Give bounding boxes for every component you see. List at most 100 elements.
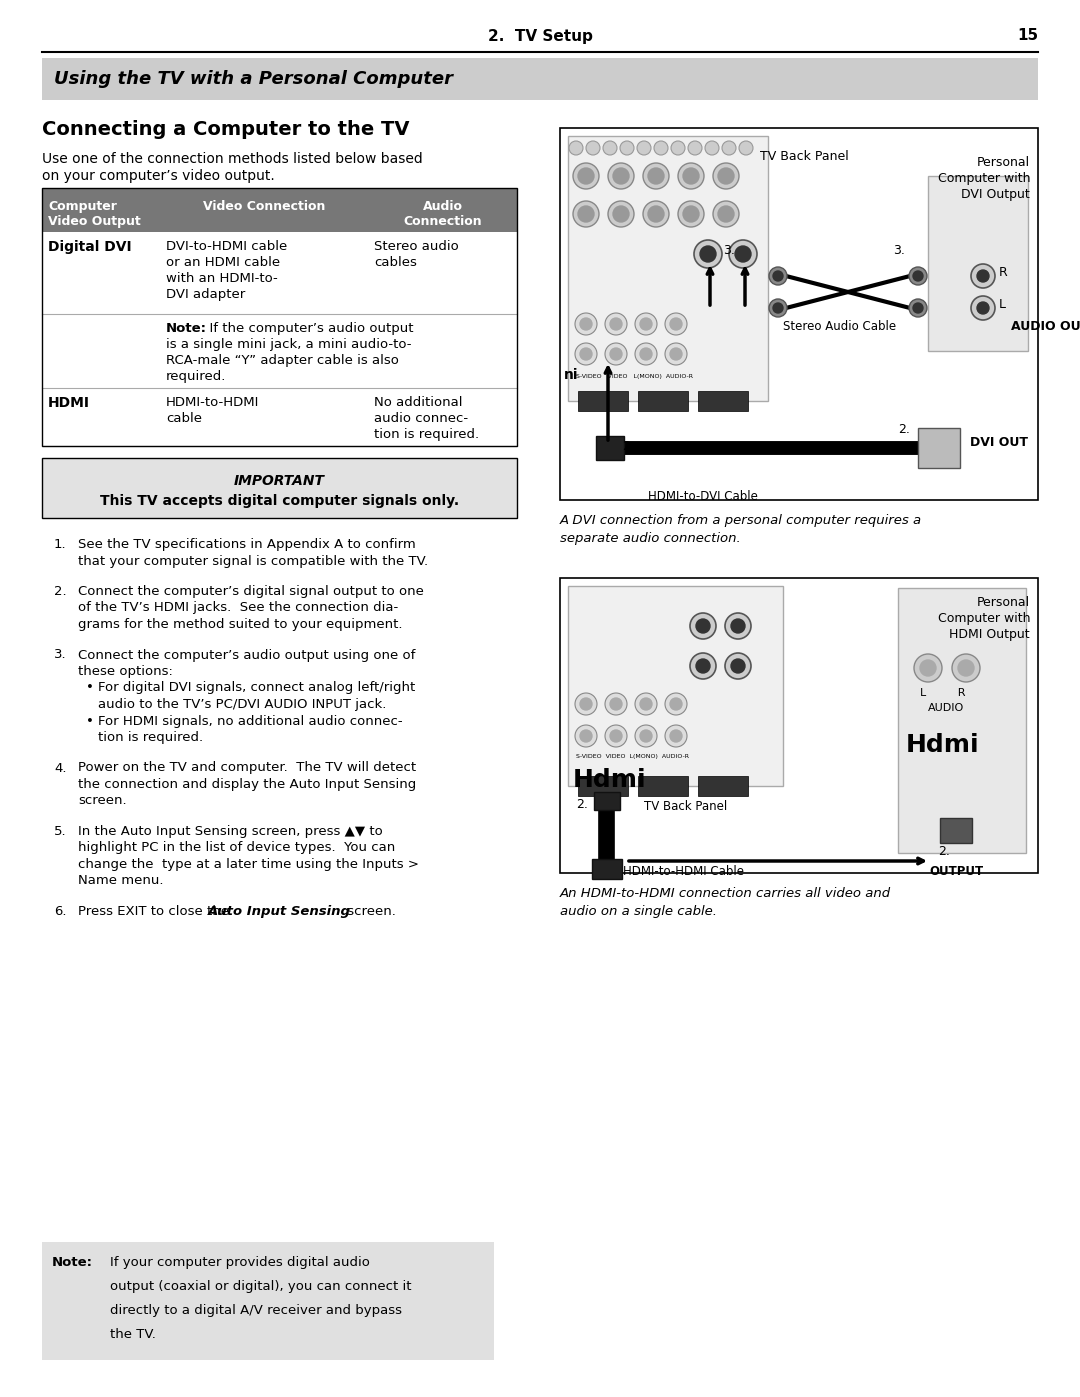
- Text: Name menu.: Name menu.: [78, 875, 163, 887]
- Text: S-VIDEO  VIDEO  L(MONO)  AUDIO-R: S-VIDEO VIDEO L(MONO) AUDIO-R: [576, 754, 689, 759]
- Circle shape: [575, 313, 597, 335]
- Text: For HDMI signals, no additional audio connec-: For HDMI signals, no additional audio co…: [98, 714, 403, 728]
- Text: Hdmi: Hdmi: [573, 768, 647, 792]
- Text: DVI Output: DVI Output: [961, 189, 1030, 201]
- Text: Computer with: Computer with: [937, 612, 1030, 624]
- Bar: [42, 189, 517, 446]
- Circle shape: [977, 270, 989, 282]
- Circle shape: [610, 731, 622, 742]
- Text: with an HDMI-to-: with an HDMI-to-: [166, 272, 278, 285]
- Circle shape: [575, 693, 597, 715]
- Circle shape: [643, 201, 669, 226]
- Circle shape: [909, 267, 927, 285]
- Circle shape: [640, 731, 652, 742]
- Circle shape: [670, 319, 681, 330]
- Circle shape: [735, 246, 751, 263]
- Text: 2.: 2.: [54, 585, 67, 598]
- Text: on your computer’s video output.: on your computer’s video output.: [42, 169, 274, 183]
- Text: grams for the method suited to your equipment.: grams for the method suited to your equi…: [78, 617, 403, 631]
- Text: audio on a single cable.: audio on a single cable.: [561, 905, 717, 918]
- Bar: [568, 585, 783, 787]
- Text: HDMI Output: HDMI Output: [949, 629, 1030, 641]
- Circle shape: [731, 659, 745, 673]
- Text: Audio: Audio: [422, 200, 462, 212]
- Text: •: •: [86, 714, 94, 728]
- Bar: [596, 436, 624, 460]
- Text: the TV.: the TV.: [110, 1329, 156, 1341]
- Circle shape: [613, 205, 629, 222]
- Text: tion is required.: tion is required.: [98, 731, 203, 745]
- Text: Using the TV with a Personal Computer: Using the TV with a Personal Computer: [54, 70, 453, 88]
- Text: audio connec-: audio connec-: [374, 412, 468, 425]
- Circle shape: [620, 141, 634, 155]
- Text: Connect the computer’s audio output using one of: Connect the computer’s audio output usin…: [78, 648, 416, 662]
- Circle shape: [640, 348, 652, 360]
- Text: DVI-to-HDMI cable: DVI-to-HDMI cable: [166, 240, 287, 253]
- Circle shape: [643, 163, 669, 189]
- Circle shape: [608, 163, 634, 189]
- Circle shape: [580, 698, 592, 710]
- Text: L         R: L R: [920, 687, 966, 698]
- Text: required.: required.: [166, 370, 227, 383]
- Text: OUTPUT: OUTPUT: [929, 865, 983, 877]
- Circle shape: [739, 141, 753, 155]
- Circle shape: [610, 698, 622, 710]
- Circle shape: [731, 619, 745, 633]
- Text: HDMI-to-HDMI Cable: HDMI-to-HDMI Cable: [623, 865, 744, 877]
- Text: HDMI: HDMI: [48, 395, 90, 409]
- Text: 5.: 5.: [54, 826, 67, 838]
- Text: Press EXIT to close the: Press EXIT to close the: [78, 905, 233, 918]
- Circle shape: [958, 659, 974, 676]
- Text: RCA-male “Y” adapter cable is also: RCA-male “Y” adapter cable is also: [166, 353, 399, 367]
- Circle shape: [603, 141, 617, 155]
- Circle shape: [683, 168, 699, 184]
- Text: Personal: Personal: [977, 597, 1030, 609]
- Text: See the TV specifications in Appendix A to confirm: See the TV specifications in Appendix A …: [78, 538, 416, 550]
- Circle shape: [971, 296, 995, 320]
- Text: 1.: 1.: [54, 538, 67, 550]
- Text: Note:: Note:: [52, 1256, 93, 1268]
- Text: Use one of the connection methods listed below based: Use one of the connection methods listed…: [42, 152, 422, 166]
- Text: highlight PC in the list of device types.  You can: highlight PC in the list of device types…: [78, 841, 395, 855]
- Text: 3.: 3.: [893, 244, 905, 257]
- Text: change the  type at a later time using the Inputs >: change the type at a later time using th…: [78, 858, 419, 870]
- Bar: [698, 391, 748, 411]
- Bar: [42, 59, 1038, 101]
- Text: 2.: 2.: [897, 423, 909, 436]
- Bar: [594, 792, 620, 810]
- Text: Video Connection: Video Connection: [203, 200, 325, 212]
- Circle shape: [610, 319, 622, 330]
- Circle shape: [713, 163, 739, 189]
- Text: these options:: these options:: [78, 665, 173, 678]
- Text: Computer with: Computer with: [937, 172, 1030, 184]
- Text: A DVI connection from a personal computer requires a: A DVI connection from a personal compute…: [561, 514, 922, 527]
- Text: •: •: [86, 682, 94, 694]
- Circle shape: [610, 348, 622, 360]
- Circle shape: [635, 344, 657, 365]
- Circle shape: [690, 652, 716, 679]
- Circle shape: [665, 693, 687, 715]
- Text: For digital DVI signals, connect analog left/right: For digital DVI signals, connect analog …: [98, 682, 415, 694]
- Circle shape: [913, 271, 923, 281]
- Text: 6.: 6.: [54, 905, 67, 918]
- Circle shape: [913, 303, 923, 313]
- Text: that your computer signal is compatible with the TV.: that your computer signal is compatible …: [78, 555, 428, 567]
- Text: ni: ni: [564, 367, 579, 381]
- Circle shape: [688, 141, 702, 155]
- Text: tion is required.: tion is required.: [374, 427, 480, 441]
- Text: 3.: 3.: [54, 648, 67, 662]
- Text: Stereo audio: Stereo audio: [374, 240, 459, 253]
- Circle shape: [920, 659, 936, 676]
- Circle shape: [971, 264, 995, 288]
- Text: directly to a digital A/V receiver and bypass: directly to a digital A/V receiver and b…: [110, 1303, 402, 1317]
- Text: screen.: screen.: [343, 905, 396, 918]
- Circle shape: [578, 205, 594, 222]
- Text: cable: cable: [166, 412, 202, 425]
- Bar: [561, 129, 1038, 500]
- Text: 2.: 2.: [622, 440, 634, 453]
- Circle shape: [769, 267, 787, 285]
- Circle shape: [605, 313, 627, 335]
- Text: If your computer provides digital audio: If your computer provides digital audio: [110, 1256, 369, 1268]
- Circle shape: [605, 344, 627, 365]
- Text: Power on the TV and computer.  The TV will detect: Power on the TV and computer. The TV wil…: [78, 761, 416, 774]
